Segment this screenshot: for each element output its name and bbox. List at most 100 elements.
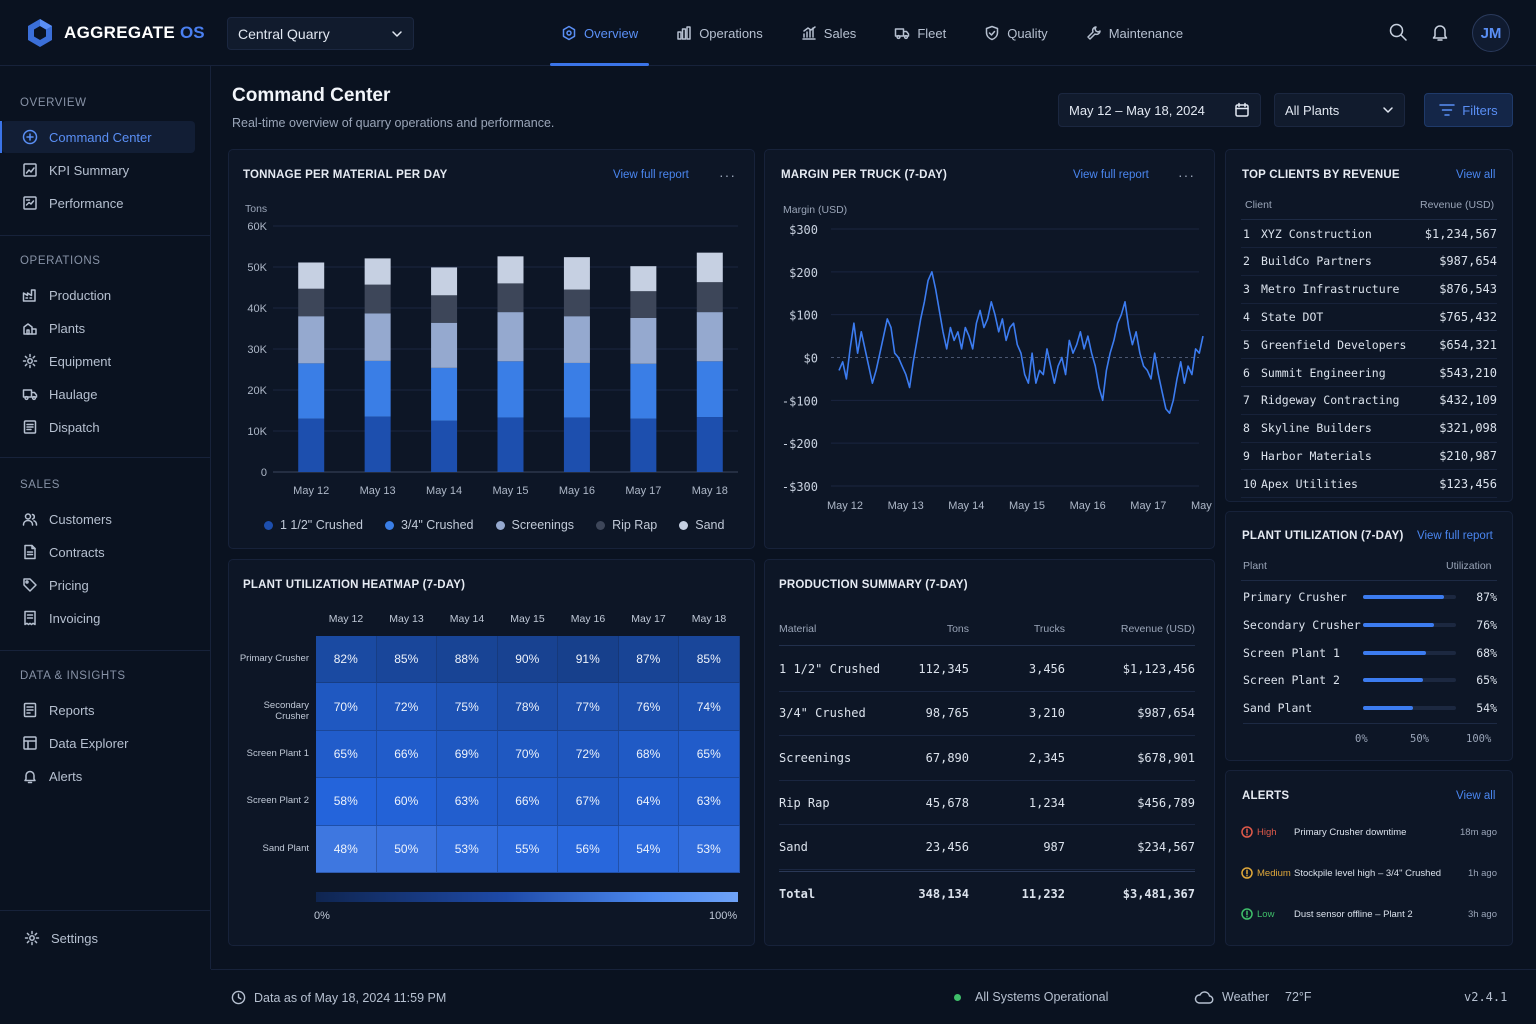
nav-fleet[interactable]: Fleet <box>883 0 957 66</box>
date-range-value: May 12 – May 18, 2024 <box>1069 102 1205 118</box>
sidebar-item-pricing[interactable]: Pricing <box>2 569 195 601</box>
sidebar-item-contracts[interactable]: Contracts <box>2 536 195 568</box>
kpi-icon <box>22 162 38 178</box>
tonnage-bar-1-1-2-crushed <box>630 418 657 472</box>
margin-more-icon[interactable]: ··· <box>1178 167 1195 183</box>
client-row[interactable]: 5 Greenfield Developers $654,321 <box>1241 331 1497 360</box>
sidebar-item-customers[interactable]: Customers <box>2 503 195 535</box>
top-clients-view-all-link[interactable]: View all <box>1456 169 1496 181</box>
nav-sales[interactable]: Sales <box>790 0 868 66</box>
tonnage-y-tick: 0 <box>261 467 267 479</box>
nav-maintenance[interactable]: Maintenance <box>1075 0 1194 66</box>
tonnage-bar-rip-rap <box>431 295 458 323</box>
tonnage-bar-screenings <box>298 316 325 364</box>
nav-quality[interactable]: Quality <box>973 0 1058 66</box>
client-revenue: $654,321 <box>1439 337 1497 352</box>
legend-label: 3/4" Crushed <box>400 518 474 532</box>
production-cell-trucks: 1,234 <box>1028 795 1065 810</box>
utilization-bar-track <box>1363 678 1456 683</box>
client-row[interactable]: 4 State DOT $765,432 <box>1241 303 1497 332</box>
client-row[interactable]: 2 BuildCo Partners $987,654 <box>1241 248 1497 276</box>
heatmap-cell: 70% <box>316 683 377 731</box>
nav-overview[interactable]: Overview <box>550 0 650 66</box>
site-selector[interactable]: Central Quarry <box>227 17 414 50</box>
sidebar-item-plants[interactable]: Plants <box>2 312 195 344</box>
client-row[interactable]: 9 Harbor Materials $210,987 <box>1241 442 1497 471</box>
client-rank: 8 <box>1243 421 1250 436</box>
client-revenue: $765,432 <box>1439 309 1497 324</box>
util-axis-100: 100% <box>1466 733 1492 745</box>
utilization-header-divider <box>1241 580 1497 581</box>
nav-operations[interactable]: Operations <box>665 0 774 66</box>
production-cell-revenue: $1,123,456 <box>1122 661 1195 676</box>
sidebar-item-dispatch[interactable]: Dispatch <box>2 411 195 443</box>
tonnage-x-tick: May 13 <box>360 485 396 497</box>
tonnage-bar-3-4-crushed <box>431 367 458 421</box>
sidebar-item-label: Contracts <box>49 544 105 560</box>
sidebar-item-production[interactable]: Production <box>2 279 195 311</box>
tonnage-legend: 1 1/2" Crushed 3/4" Crushed Screenings Rip … <box>264 518 724 532</box>
utilization-view-report-link[interactable]: View full report <box>1417 530 1493 542</box>
production-cell-trucks: 987 <box>1043 840 1065 855</box>
sidebar-item-equipment[interactable]: Equipment <box>2 345 195 377</box>
sidebar-item-alerts[interactable]: Alerts <box>2 760 195 792</box>
alert-item-high[interactable]: High Primary Crusher downtime 18m ago <box>1241 826 1497 838</box>
tonnage-bar-screenings <box>497 312 524 362</box>
margin-chart: Margin (USD) $300 $200 $100 $0 -$100 -$200 -$30… <box>782 204 1214 512</box>
heatmap-day-label: May 18 <box>691 613 727 625</box>
heatmap-cell: 48% <box>316 825 377 873</box>
sidebar-item-kpi-summary[interactable]: KPI Summary <box>2 154 195 186</box>
search-icon[interactable] <box>1388 22 1408 42</box>
alert-item-low[interactable]: Low Dust sensor offline – Plant 2 3h ago <box>1241 908 1497 920</box>
sidebar-item-performance[interactable]: Performance <box>2 187 195 219</box>
alert-item-medium[interactable]: Medium Stockpile level high – 3/4" Crushe… <box>1241 867 1497 879</box>
client-row[interactable]: 7 Ridgeway Contracting $432,109 <box>1241 387 1497 415</box>
tonnage-more-icon[interactable]: ··· <box>719 167 736 183</box>
utilization-bar-track <box>1363 706 1456 711</box>
client-row[interactable]: 3 Metro Infrastructure $876,543 <box>1241 276 1497 304</box>
filters-button[interactable]: Filters <box>1424 93 1513 127</box>
client-row[interactable]: 10 Apex Utilities $123,456 <box>1241 470 1497 499</box>
date-range-picker[interactable]: May 12 – May 18, 2024 <box>1058 93 1261 127</box>
client-row[interactable]: 8 Skyline Builders $321,098 <box>1241 415 1497 443</box>
utilization-row: Sand Plant 54% <box>1243 698 1497 718</box>
heatmap-cell: 74% <box>679 683 740 731</box>
alerts-view-all-link[interactable]: View all <box>1456 790 1496 802</box>
tonnage-bar-sand <box>630 266 657 292</box>
utilization-bar-track <box>1363 622 1456 627</box>
notification-bell-icon[interactable] <box>1430 22 1450 42</box>
legend-swatch <box>264 520 273 530</box>
nav-label: Quality <box>1007 25 1048 41</box>
client-rank: 2 <box>1243 254 1250 269</box>
tonnage-y-label: Tons <box>245 203 267 215</box>
sidebar-item-label: Settings <box>51 930 98 946</box>
calendar-icon <box>1234 102 1250 118</box>
sidebar-item-haulage[interactable]: Haulage <box>2 378 195 410</box>
utilization-axis-line <box>1243 723 1497 724</box>
sidebar-item-command-center[interactable]: Command Center <box>0 121 195 153</box>
client-rank: 5 <box>1243 337 1250 352</box>
document-icon <box>22 544 38 560</box>
production-cell-tons: 45,678 <box>925 795 969 810</box>
avatar[interactable]: JM <box>1472 14 1510 52</box>
client-row[interactable]: 1 XYZ Construction $1,234,567 <box>1241 220 1497 248</box>
brand[interactable]: AGGREGATE OS <box>26 18 205 48</box>
client-row[interactable]: 6 Summit Engineering $543,210 <box>1241 359 1497 387</box>
tonnage-view-report-link[interactable]: View full report <box>613 169 689 181</box>
sidebar-item-reports[interactable]: Reports <box>2 694 195 726</box>
heatmap-cell: 65% <box>679 730 740 779</box>
sidebar-item-label: Performance <box>49 195 124 211</box>
sidebar-item-settings[interactable]: Settings <box>4 922 197 954</box>
nav-label: Fleet <box>917 25 947 41</box>
sidebar-item-data-explorer[interactable]: Data Explorer <box>2 727 195 759</box>
margin-view-report-link[interactable]: View full report <box>1073 169 1149 181</box>
sidebar-item-invoicing[interactable]: Invoicing <box>2 602 195 634</box>
tonnage-y-tick: 10K <box>247 426 267 438</box>
tonnage-x-tick: May 14 <box>426 485 462 497</box>
tonnage-x-tick: May 18 <box>692 485 728 497</box>
tonnage-chart: Tons 0 10K 20K 30K 40K 50K 60K May 12 May 13 May 1… <box>245 203 738 497</box>
plant-filter-select[interactable]: All Plants <box>1274 93 1405 127</box>
tonnage-bar-rip-rap <box>696 282 723 313</box>
legend-label: Rip Rap <box>612 518 658 532</box>
tonnage-x-tick: May 15 <box>492 485 528 497</box>
